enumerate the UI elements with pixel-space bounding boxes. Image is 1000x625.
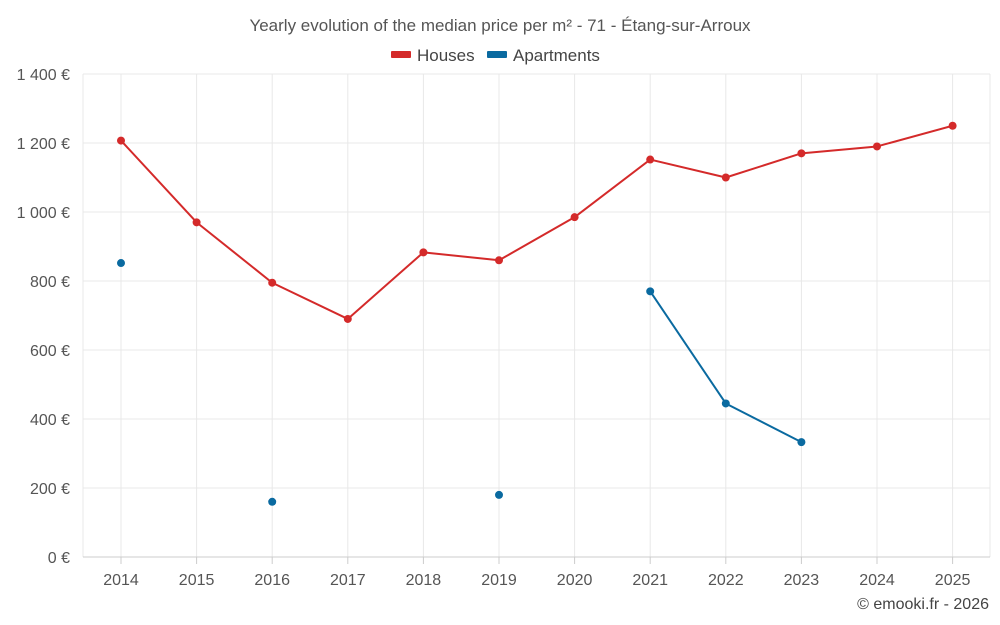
- data-point-houses-2025[interactable]: [948, 121, 957, 130]
- credit-text[interactable]: © emooki.fr - 2026: [857, 596, 989, 613]
- data-point-houses-2016[interactable]: [268, 278, 277, 287]
- y-tick-label: 600 €: [30, 343, 70, 360]
- data-point-apartments-2016[interactable]: [268, 497, 277, 506]
- data-point-houses-2015[interactable]: [192, 218, 201, 227]
- x-tick-label: 2020: [557, 572, 593, 589]
- data-point-houses-2020[interactable]: [570, 213, 579, 222]
- legend[interactable]: Houses Apartments: [391, 46, 600, 65]
- data-point-houses-2014[interactable]: [117, 136, 125, 145]
- x-tick-label: 2023: [784, 572, 820, 589]
- data-point-apartments-2019[interactable]: [495, 490, 503, 499]
- y-tick-label: 800 €: [30, 274, 70, 291]
- legend-label-apartments: Apartments: [513, 46, 600, 65]
- legend-item-houses[interactable]: Houses: [391, 46, 475, 65]
- series-houses: [117, 121, 957, 323]
- x-tick-label: 2014: [103, 572, 139, 589]
- legend-swatch-houses: [391, 51, 411, 58]
- x-tick-label: 2021: [632, 572, 668, 589]
- y-axis-ticks: 0 € 200 € 400 € 600 € 800 € 1 000 € 1 200 € 1 4…: [17, 67, 70, 567]
- x-tick-label: 2025: [935, 572, 971, 589]
- data-point-houses-2024[interactable]: [873, 142, 881, 151]
- data-point-apartments-2023[interactable]: [797, 438, 806, 447]
- data-point-houses-2017[interactable]: [343, 314, 352, 323]
- y-tick-label: 400 €: [30, 412, 70, 429]
- y-tick-label: 1 200 €: [17, 136, 70, 153]
- data-point-apartments-2022[interactable]: [721, 399, 730, 408]
- x-axis-ticks: 2014 2015 2016 2017 2018 2019 2020 2021 2022 2023…: [103, 557, 970, 589]
- gridlines: [82, 73, 991, 558]
- series-line-houses: [120, 124, 953, 320]
- x-tick-label: 2022: [708, 572, 744, 589]
- data-point-houses-2022[interactable]: [721, 173, 730, 182]
- data-point-apartments-2014[interactable]: [117, 259, 125, 268]
- x-tick-label: 2015: [179, 572, 215, 589]
- series-apartments: [117, 259, 806, 506]
- series: [117, 121, 957, 506]
- legend-swatch-apartments: [487, 51, 507, 58]
- y-tick-label: 200 €: [30, 481, 70, 498]
- data-point-houses-2023[interactable]: [797, 149, 806, 158]
- x-tick-label: 2017: [330, 572, 366, 589]
- data-point-houses-2019[interactable]: [495, 256, 503, 265]
- data-point-houses-2021[interactable]: [646, 155, 655, 164]
- x-tick-label: 2024: [859, 572, 895, 589]
- x-tick-label: 2018: [406, 572, 442, 589]
- chart-title: Yearly evolution of the median price per…: [249, 16, 751, 35]
- y-tick-label: 1 000 €: [17, 205, 70, 222]
- x-tick-label: 2019: [481, 572, 517, 589]
- data-point-houses-2018[interactable]: [419, 248, 428, 257]
- x-tick-label: 2016: [254, 572, 290, 589]
- y-tick-label: 1 400 €: [17, 67, 70, 84]
- legend-label-houses: Houses: [417, 46, 475, 65]
- legend-item-apartments[interactable]: Apartments: [487, 46, 600, 65]
- data-point-apartments-2021[interactable]: [646, 287, 655, 296]
- y-tick-label: 0 €: [48, 550, 70, 567]
